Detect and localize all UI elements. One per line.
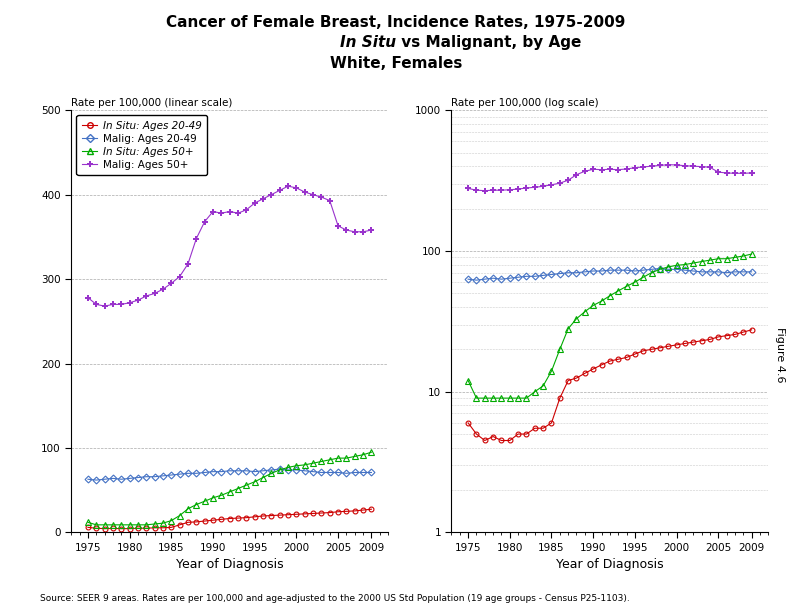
Text: vs Malignant, by Age: vs Malignant, by Age (396, 35, 581, 51)
Text: Figure 4.6: Figure 4.6 (775, 327, 785, 382)
Text: Cancer of Female Breast, Incidence Rates, 1975-2009: Cancer of Female Breast, Incidence Rates… (166, 15, 626, 31)
Text: Rate per 100,000 (log scale): Rate per 100,000 (log scale) (451, 98, 599, 108)
Text: Source: SEER 9 areas. Rates are per 100,000 and age-adjusted to the 2000 US Std : Source: SEER 9 areas. Rates are per 100,… (40, 594, 630, 603)
Text: In Situ: In Situ (340, 35, 396, 51)
Text: White, Females: White, Females (329, 56, 463, 71)
Legend: In Situ: Ages 20-49, Malig: Ages 20-49, In Situ: Ages 50+, Malig: Ages 50+: In Situ: Ages 20-49, Malig: Ages 20-49, … (77, 116, 207, 175)
Text: Rate per 100,000 (linear scale): Rate per 100,000 (linear scale) (71, 98, 233, 108)
X-axis label: Year of Diagnosis: Year of Diagnosis (556, 558, 664, 572)
X-axis label: Year of Diagnosis: Year of Diagnosis (176, 558, 284, 572)
